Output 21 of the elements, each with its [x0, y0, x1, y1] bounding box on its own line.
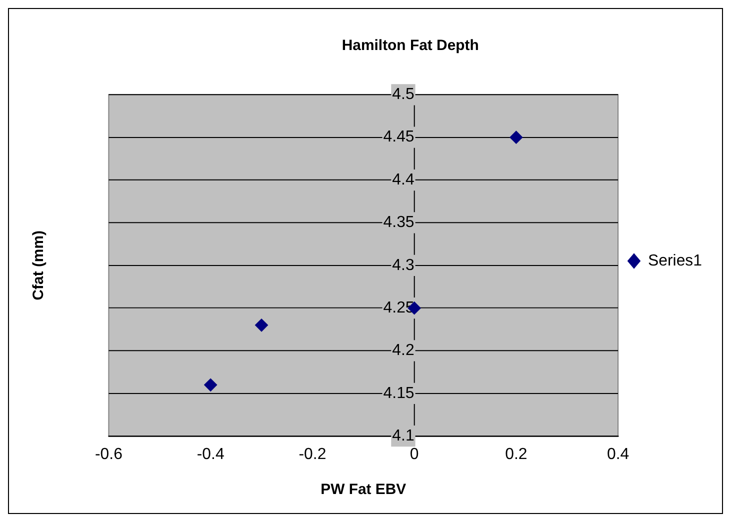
x-tick-label: -0.4 — [196, 446, 224, 464]
y-tick-label: 4.1 — [392, 428, 414, 444]
y-tick-label: 4.3 — [392, 256, 414, 274]
x-tick-label: -0.6 — [94, 446, 123, 464]
point — [204, 378, 218, 392]
y-tick-label: 4.35 — [383, 214, 414, 232]
chart-title: Hamilton Fat Depth — [342, 36, 479, 54]
y-axis-title: Cfat (mm) — [30, 230, 48, 300]
x-tick-label: 0.2 — [505, 446, 528, 464]
legend-label: Series1 — [648, 252, 702, 270]
y-tick-label: 4.45 — [383, 128, 414, 146]
x-tick-label: 0.4 — [606, 446, 630, 464]
x-tick-label: 0 — [410, 446, 419, 464]
x-tick-label: -0.2 — [298, 446, 326, 464]
y-tick-label: 4.4 — [392, 171, 414, 188]
x-axis-title: PW Fat EBV — [320, 481, 406, 498]
y-tick-label: 4.15 — [383, 384, 414, 402]
point — [510, 130, 523, 144]
point — [255, 318, 268, 332]
y-tick-label: 4.5 — [392, 86, 414, 104]
y-tick-label: 4.2 — [392, 342, 414, 360]
